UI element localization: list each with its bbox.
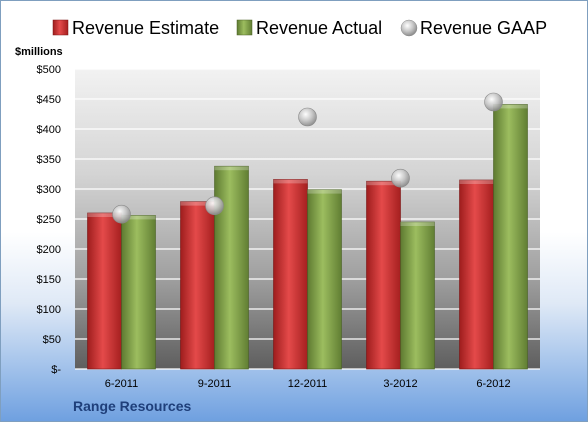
y-tick-label: $450 [37, 94, 61, 106]
bar-revenue-actual [493, 104, 528, 370]
bar-revenue-actual-highlight [307, 189, 342, 194]
y-tick-label: $500 [37, 64, 61, 76]
y-tick-label: $- [51, 364, 61, 376]
legend: Revenue Estimate Revenue Actual Revenue … [52, 18, 547, 38]
legend-marker-gaap [400, 19, 418, 37]
bar-revenue-estimate-highlight [180, 201, 215, 206]
legend-item-actual: Revenue Actual [236, 18, 382, 38]
legend-swatch-estimate [52, 19, 69, 36]
x-tick-label: 3-2012 [383, 378, 417, 390]
y-axis-label: $millions [15, 46, 63, 58]
legend-item-estimate: Revenue Estimate [52, 18, 219, 38]
marker-revenue-gaap [112, 204, 131, 224]
x-tick-label: 12-2011 [288, 378, 328, 390]
legend-label-estimate: Revenue Estimate [72, 18, 219, 38]
y-tick-label: $150 [37, 274, 61, 286]
bar-revenue-estimate-highlight [459, 180, 494, 184]
y-tick-label: $100 [37, 304, 61, 316]
bar-revenue-estimate-highlight [366, 181, 401, 186]
x-axis-ticks: 6-2011 9-2011 12-2011 3-2012 6-2012 [105, 378, 511, 390]
y-tick-label: $350 [37, 154, 61, 166]
legend-swatch-actual [236, 19, 253, 36]
bar-revenue-estimate-highlight [87, 213, 122, 217]
legend-item-gaap: Revenue GAAP [400, 18, 547, 38]
x-tick-label: 6-2011 [105, 378, 138, 390]
bar-revenue-actual [121, 215, 156, 370]
y-tick-label: $200 [37, 244, 61, 256]
bars [87, 104, 528, 370]
bar-revenue-estimate [459, 179, 494, 370]
marker-revenue-gaap [298, 107, 317, 127]
bar-revenue-actual-highlight [493, 104, 528, 109]
company-name: Range Resources [73, 398, 192, 414]
bar-revenue-actual [400, 221, 435, 370]
legend-label-actual: Revenue Actual [256, 18, 382, 38]
legend-label-gaap: Revenue GAAP [420, 18, 547, 38]
x-tick-label: 6-2012 [476, 378, 510, 390]
bar-revenue-estimate [366, 180, 401, 370]
bar-revenue-estimate [273, 179, 308, 370]
marker-revenue-gaap [391, 168, 410, 188]
bar-revenue-estimate [180, 201, 215, 370]
bar-revenue-actual-highlight [121, 215, 156, 220]
bar-revenue-actual-highlight [214, 166, 249, 171]
bar-revenue-actual-highlight [400, 222, 435, 226]
x-tick-label: 9-2011 [198, 378, 231, 390]
y-tick-label: $400 [37, 124, 61, 136]
y-tick-label: $50 [43, 334, 61, 346]
bar-revenue-actual [214, 165, 249, 370]
y-axis-ticks: $- $50 $100 $150 $200 $250 $300 $350 $400 $450 $50… [37, 64, 62, 376]
marker-revenue-gaap [484, 92, 503, 112]
bar-revenue-estimate [87, 212, 122, 370]
y-tick-label: $300 [37, 184, 61, 196]
bar-revenue-actual [307, 189, 342, 370]
marker-revenue-gaap [205, 196, 224, 216]
bar-revenue-estimate-highlight [273, 179, 308, 184]
gaap-markers [112, 92, 503, 224]
y-tick-label: $250 [37, 214, 61, 226]
